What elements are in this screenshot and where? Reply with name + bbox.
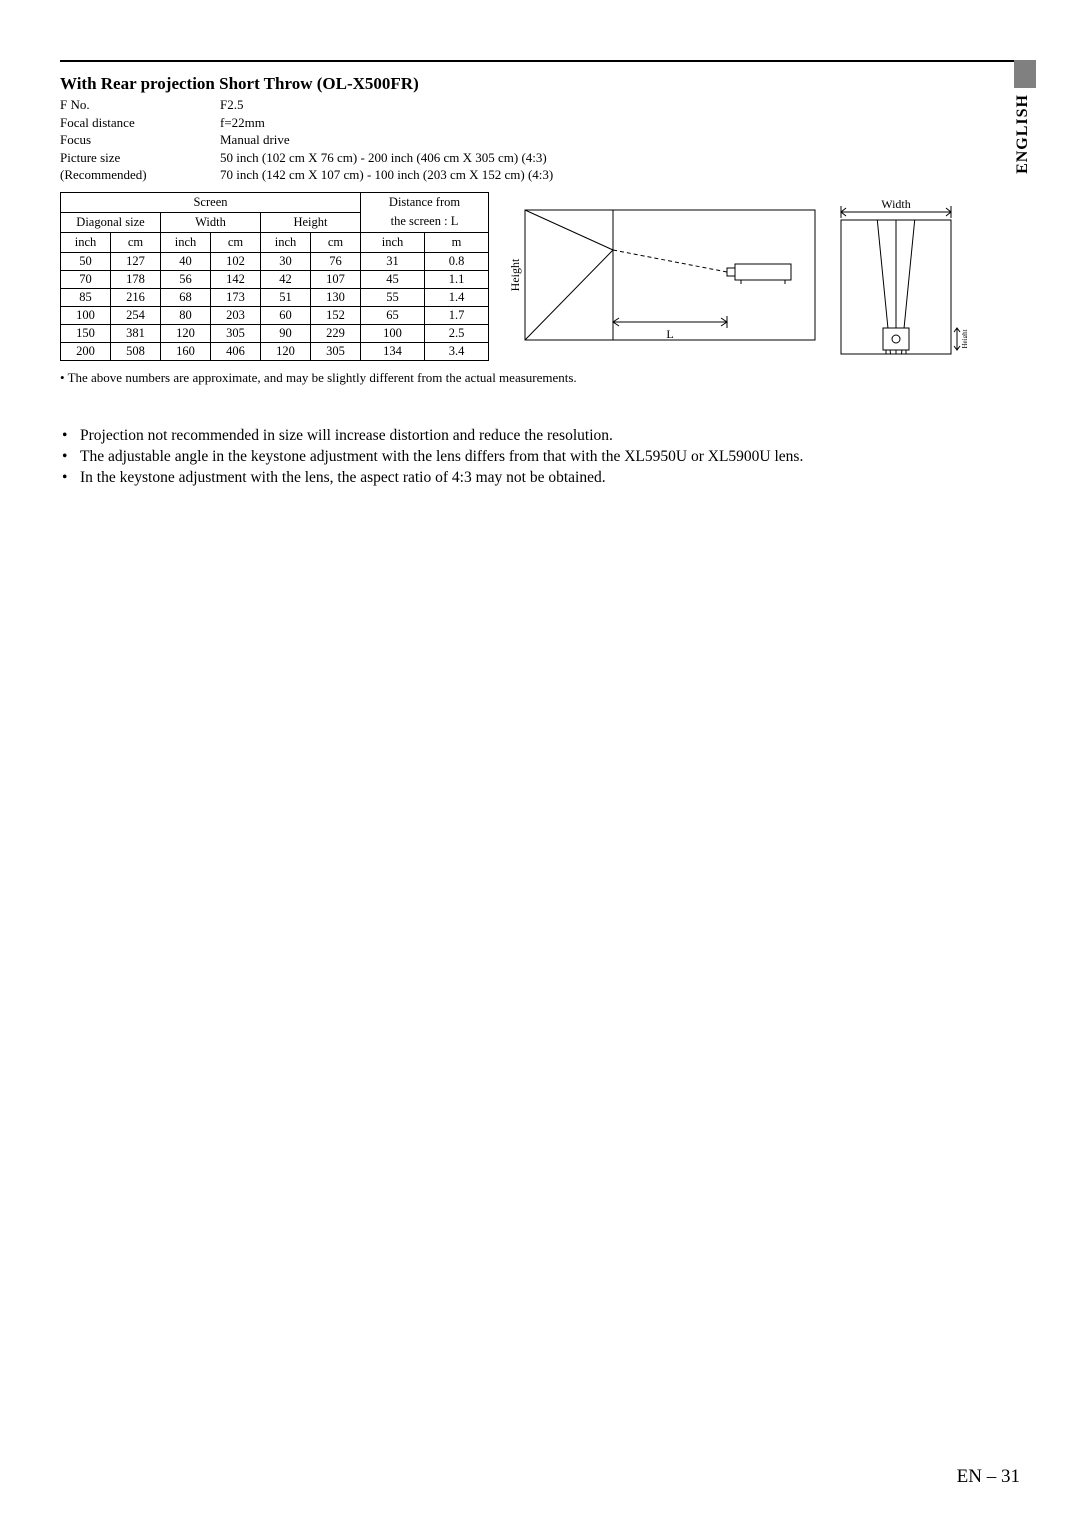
th-unit: inch xyxy=(261,232,311,252)
table-cell: 120 xyxy=(161,324,211,342)
table-cell: 50 xyxy=(61,252,111,270)
table-cell: 142 xyxy=(211,270,261,288)
svg-text:Height: Height xyxy=(508,258,522,291)
table-note: • The above numbers are approximate, and… xyxy=(60,370,1020,386)
table-cell: 107 xyxy=(311,270,361,288)
spec-key: F No. xyxy=(60,96,220,114)
table-cell: 305 xyxy=(311,342,361,360)
top-rule xyxy=(60,60,1020,62)
table-cell: 134 xyxy=(361,342,425,360)
tab-gray-lead xyxy=(1014,60,1036,88)
th-unit: inch xyxy=(361,232,425,252)
table-cell: 40 xyxy=(161,252,211,270)
table-cell: 508 xyxy=(111,342,161,360)
projection-table: Screen Distance from Diagonal size Width… xyxy=(60,192,489,361)
th-diag: Diagonal size xyxy=(61,212,161,232)
spec-key: Picture size xyxy=(60,149,220,167)
table-cell: 31 xyxy=(361,252,425,270)
spec-val: F2.5 xyxy=(220,96,243,114)
table-cell: 2.5 xyxy=(425,324,489,342)
bullet-list: Projection not recommended in size will … xyxy=(60,426,1020,489)
table-cell: 229 xyxy=(311,324,361,342)
th-screen: Screen xyxy=(61,192,361,212)
spec-key: Focus xyxy=(60,131,220,149)
bullet-item: The adjustable angle in the keystone adj… xyxy=(60,447,1020,468)
table-cell: 1.1 xyxy=(425,270,489,288)
th-unit: m xyxy=(425,232,489,252)
table-cell: 127 xyxy=(111,252,161,270)
table-cell: 68 xyxy=(161,288,211,306)
language-tab-label: ENGLISH xyxy=(1014,88,1036,180)
spec-val: Manual drive xyxy=(220,131,290,149)
table-cell: 120 xyxy=(261,342,311,360)
table-cell: 42 xyxy=(261,270,311,288)
table-cell: 150 xyxy=(61,324,111,342)
table-cell: 254 xyxy=(111,306,161,324)
svg-text:L: L xyxy=(666,327,673,341)
page-footer: EN – 31 xyxy=(957,1466,1020,1488)
table-cell: 178 xyxy=(111,270,161,288)
table-cell: 70 xyxy=(61,270,111,288)
table-cell: 85 xyxy=(61,288,111,306)
spec-val: 70 inch (142 cm X 107 cm) - 100 inch (20… xyxy=(220,166,553,184)
svg-text:Height: Height xyxy=(961,329,967,348)
table-cell: 100 xyxy=(361,324,425,342)
table-cell: 130 xyxy=(311,288,361,306)
th-dist-bot: the screen : L xyxy=(361,212,489,232)
spec-key: Focal distance xyxy=(60,114,220,132)
th-width: Width xyxy=(161,212,261,232)
th-unit: inch xyxy=(161,232,211,252)
table-cell: 45 xyxy=(361,270,425,288)
table-cell: 65 xyxy=(361,306,425,324)
table-cell: 60 xyxy=(261,306,311,324)
th-height: Height xyxy=(261,212,361,232)
diagram-left: L Height xyxy=(507,198,817,358)
table-cell: 173 xyxy=(211,288,261,306)
table-cell: 102 xyxy=(211,252,261,270)
specs-block: F No.F2.5 Focal distancef=22mm FocusManu… xyxy=(60,96,1020,184)
table-cell: 55 xyxy=(361,288,425,306)
th-unit: cm xyxy=(111,232,161,252)
table-cell: 305 xyxy=(211,324,261,342)
svg-text:Width: Width xyxy=(881,198,911,211)
spec-val: 50 inch (102 cm X 76 cm) - 200 inch (406… xyxy=(220,149,547,167)
table-cell: 160 xyxy=(161,342,211,360)
table-cell: 203 xyxy=(211,306,261,324)
table-cell: 100 xyxy=(61,306,111,324)
table-cell: 76 xyxy=(311,252,361,270)
bullet-item: Projection not recommended in size will … xyxy=(60,426,1020,447)
table-cell: 200 xyxy=(61,342,111,360)
table-cell: 51 xyxy=(261,288,311,306)
table-cell: 1.4 xyxy=(425,288,489,306)
table-cell: 216 xyxy=(111,288,161,306)
table-cell: 80 xyxy=(161,306,211,324)
table-cell: 30 xyxy=(261,252,311,270)
spec-val: f=22mm xyxy=(220,114,265,132)
th-unit: inch xyxy=(61,232,111,252)
table-cell: 90 xyxy=(261,324,311,342)
table-cell: 1.7 xyxy=(425,306,489,324)
table-cell: 381 xyxy=(111,324,161,342)
table-cell: 0.8 xyxy=(425,252,489,270)
th-dist-top: Distance from xyxy=(361,192,489,212)
section-title: With Rear projection Short Throw (OL-X50… xyxy=(60,74,1020,94)
bullet-item: In the keystone adjustment with the lens… xyxy=(60,468,1020,489)
table-cell: 3.4 xyxy=(425,342,489,360)
diagram-wrap: L Height Width Height xyxy=(507,192,1020,368)
diagram-right: Width Height xyxy=(827,198,967,368)
spec-key: (Recommended) xyxy=(60,166,220,184)
th-unit: cm xyxy=(211,232,261,252)
table-cell: 56 xyxy=(161,270,211,288)
th-unit: cm xyxy=(311,232,361,252)
table-wrap: Screen Distance from Diagonal size Width… xyxy=(60,192,489,361)
table-cell: 152 xyxy=(311,306,361,324)
table-cell: 406 xyxy=(211,342,261,360)
